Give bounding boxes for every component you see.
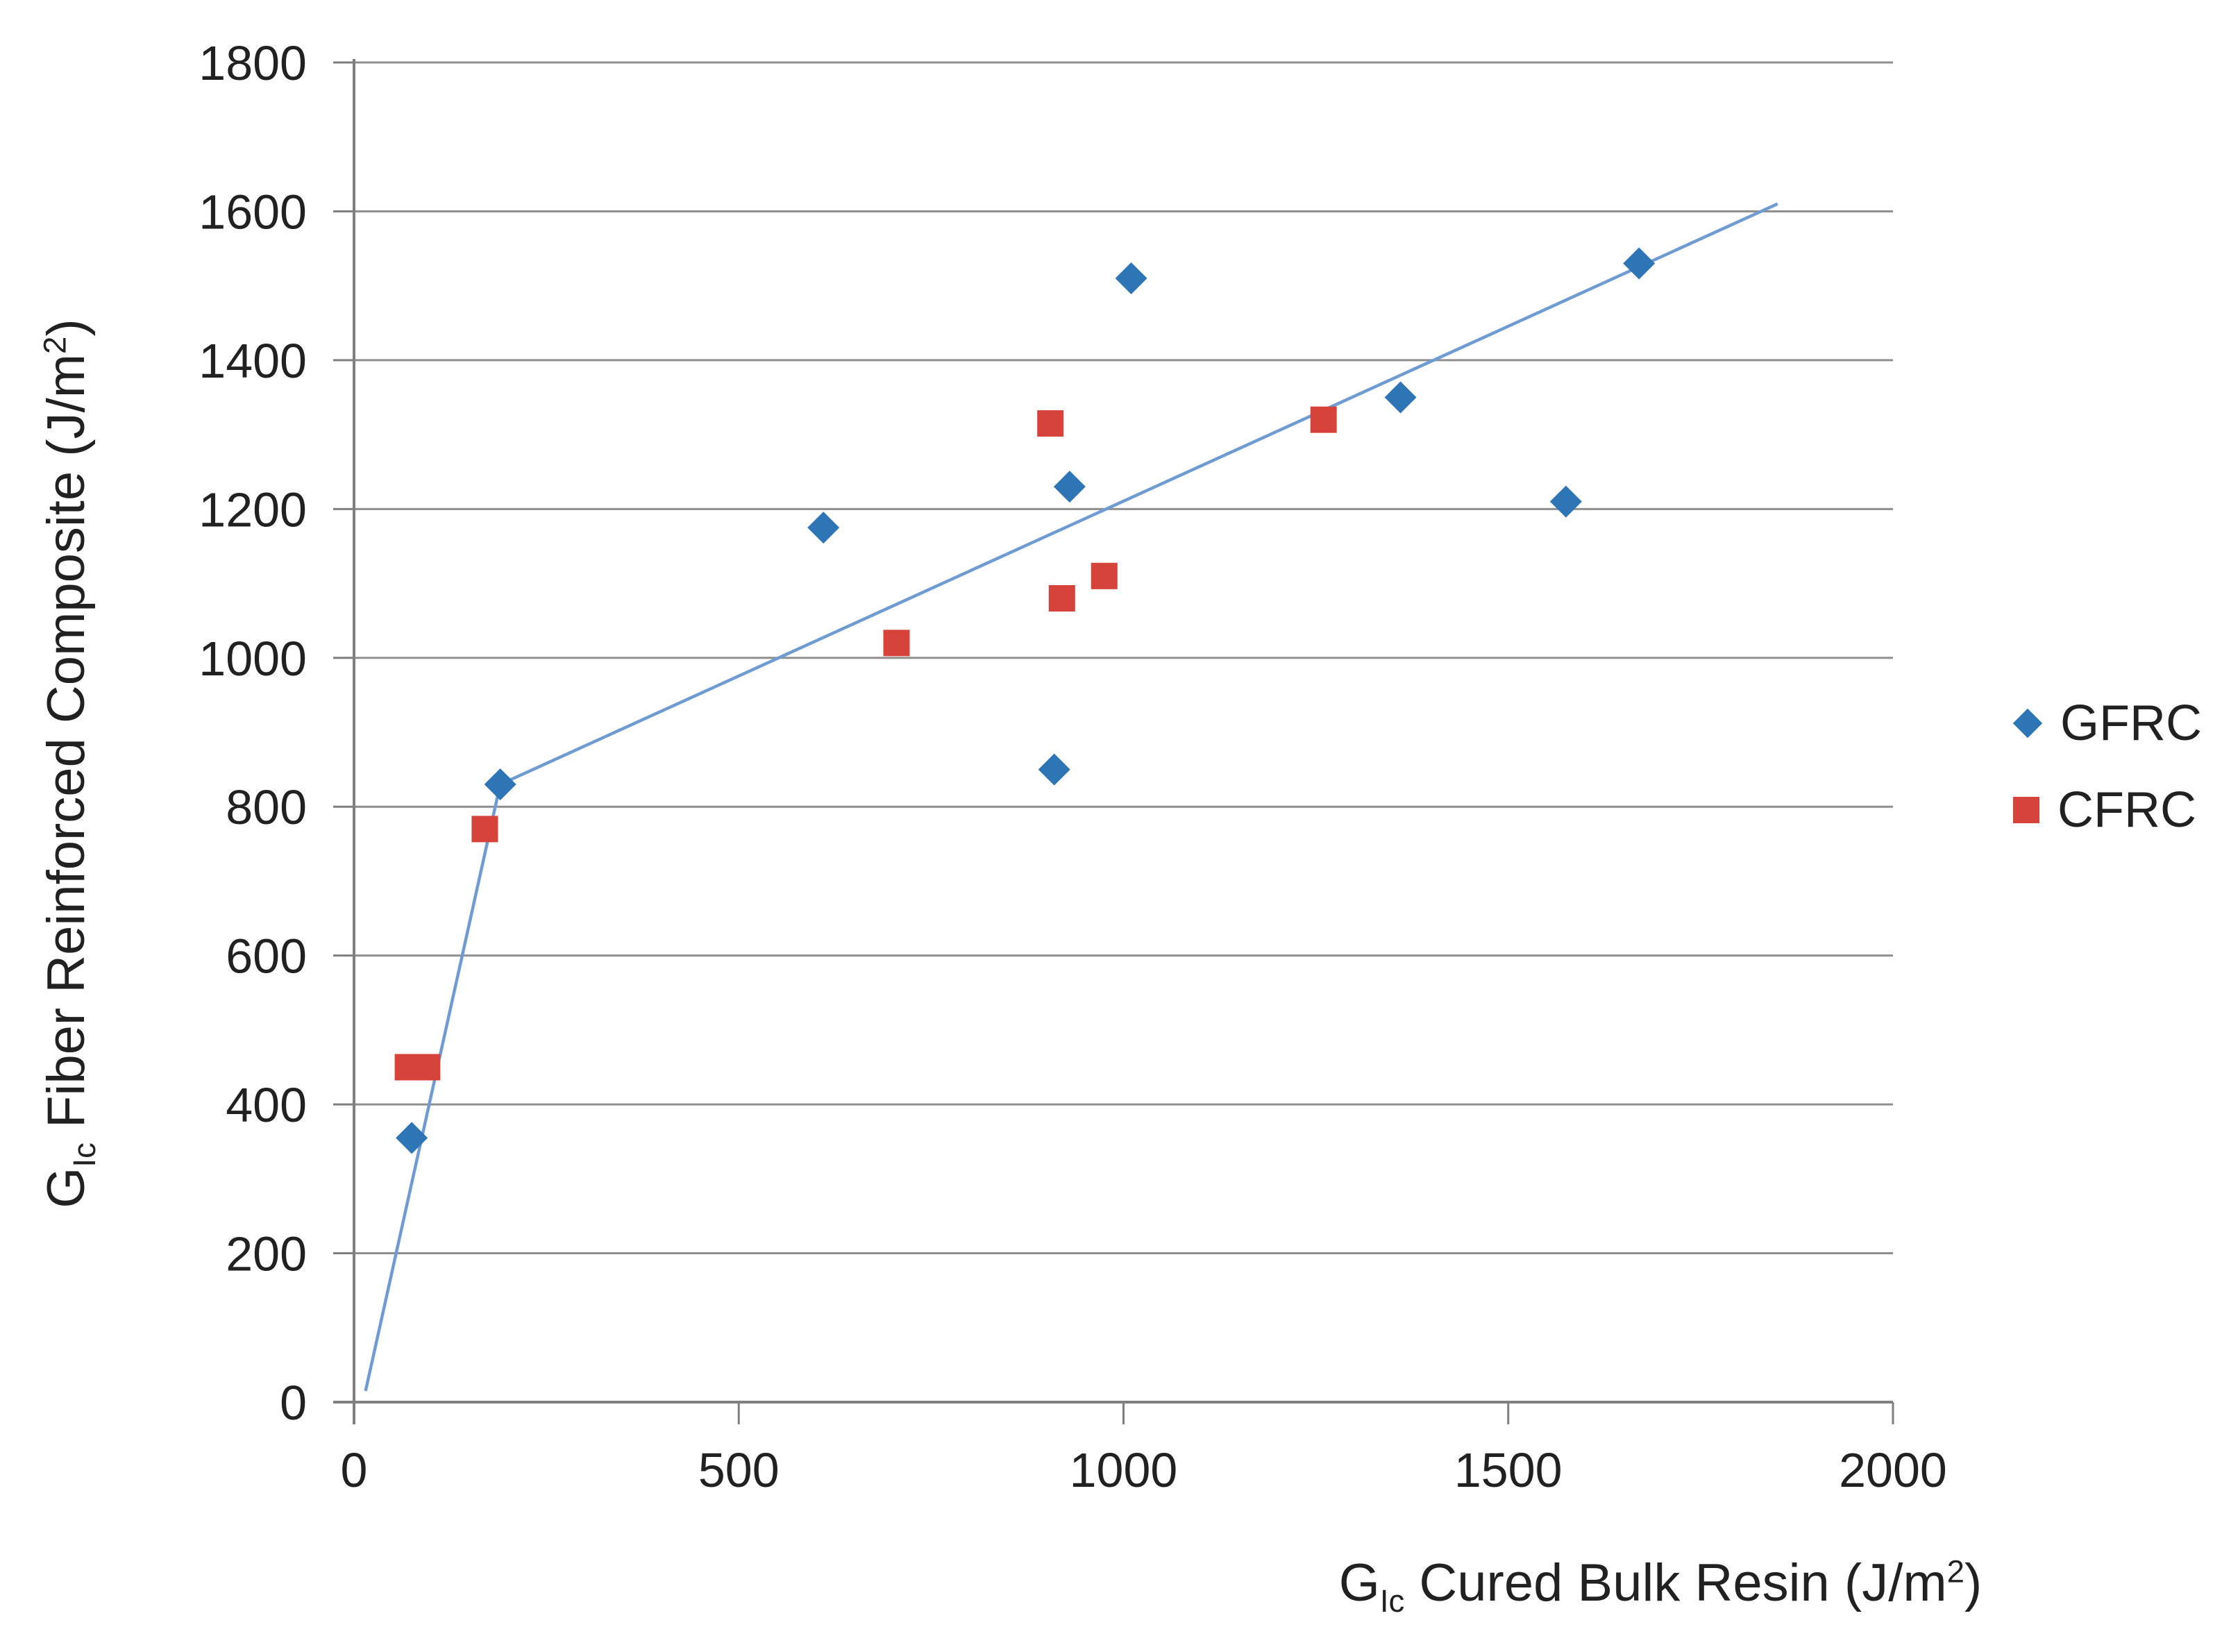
x-tick-label: 500	[698, 1443, 780, 1497]
x-tick-label: 1500	[1454, 1443, 1563, 1497]
x-tick-label: 2000	[1839, 1443, 1947, 1497]
y-axis-title: GIc Fiber Reinforced Composite (J/m2)	[36, 319, 103, 1208]
gfrc-data-point	[484, 768, 516, 801]
x-title-close: )	[1964, 1553, 1983, 1612]
gfrc-data-point	[1115, 262, 1147, 294]
gfrc-data-point	[807, 512, 840, 544]
y-tick-label: 800	[226, 780, 307, 834]
y-tick-label: 1800	[199, 36, 307, 90]
x-tick-label: 1000	[1070, 1443, 1178, 1497]
legend-label-gfrc: GFRC	[2060, 696, 2202, 751]
legend-item-cfrc: CFRC	[2013, 782, 2196, 838]
y-tick-label: 1200	[199, 482, 307, 537]
y-tick-label: 1000	[199, 632, 307, 686]
x-title-superscript: 2	[1946, 1553, 1964, 1590]
gfrc-data-point	[1384, 381, 1417, 414]
cfrc-data-point	[1048, 585, 1075, 612]
gfrc-data-point	[1038, 753, 1070, 786]
y-tick-label: 1600	[199, 185, 307, 239]
legend-item-gfrc: GFRC	[2012, 695, 2202, 752]
trendline	[364, 202, 1778, 1392]
x-tick-label: 0	[341, 1443, 368, 1497]
cfrc-data-point	[1037, 410, 1064, 437]
diamond-icon	[2012, 708, 2043, 739]
cfrc-data-point	[414, 1054, 441, 1081]
x-title-rest: Cured Bulk Resin (J/m	[1404, 1553, 1947, 1612]
y-tick-label: 200	[226, 1227, 307, 1281]
square-icon	[2013, 797, 2039, 823]
legend-label-cfrc: CFRC	[2057, 782, 2196, 838]
y-tick-label: 0	[280, 1376, 307, 1430]
x-axis-title: GIc Cured Bulk Resin (J/m2)	[1339, 1553, 1983, 1619]
y-title-rest: Fiber Reinforced Composite (J/m	[36, 353, 96, 1143]
y-title-subscript: Ic	[67, 1143, 103, 1168]
x-title-base: G	[1338, 1553, 1380, 1612]
y-title-superscript: 2	[37, 336, 73, 354]
y-tick-label: 600	[226, 929, 307, 984]
gfrc-data-point	[1053, 471, 1086, 503]
cfrc-data-point	[1310, 406, 1337, 433]
gfrc-data-point	[1549, 485, 1582, 518]
x-title-subscript: Ic	[1379, 1583, 1405, 1619]
gfrc-data-point	[1623, 247, 1656, 280]
cfrc-data-point	[471, 816, 498, 843]
cfrc-data-point	[1091, 562, 1118, 589]
gfrc-data-point	[396, 1122, 428, 1154]
cfrc-data-point	[883, 630, 910, 657]
y-tick-label: 400	[226, 1078, 307, 1132]
y-tick-label: 1400	[199, 334, 307, 388]
y-title-base: G	[36, 1167, 96, 1208]
y-title-close: )	[36, 319, 96, 337]
